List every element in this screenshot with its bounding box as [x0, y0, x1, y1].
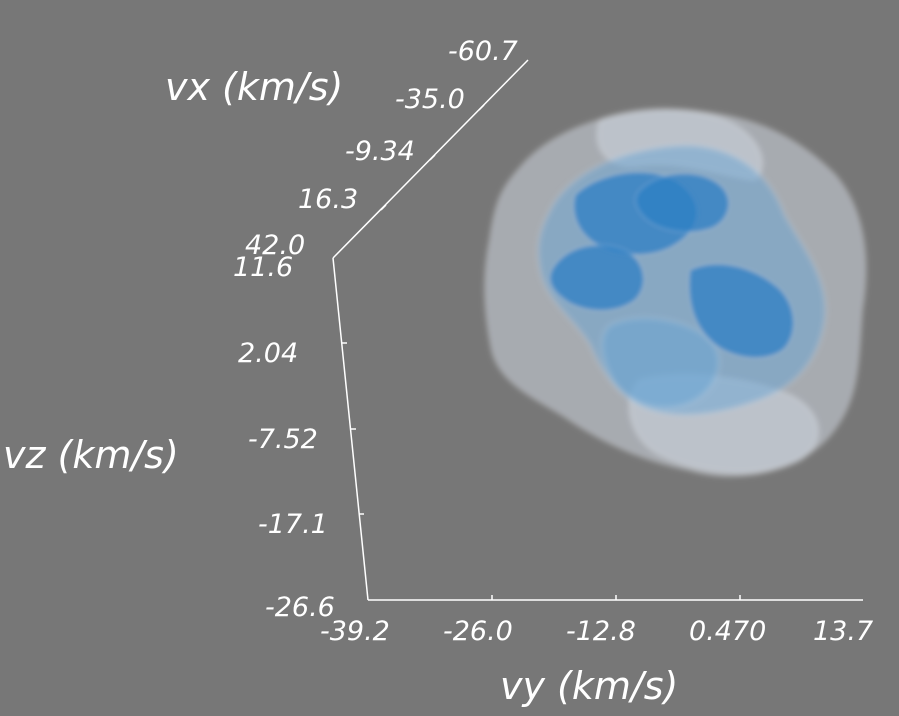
- inner-isosurface-core: [548, 171, 795, 359]
- vy-tick-label: -26.0: [443, 616, 513, 647]
- vz-axis-title: vz (km/s): [3, 433, 179, 477]
- inner-core-blob: [634, 172, 730, 234]
- vz-tick-label: -17.1: [258, 509, 328, 540]
- vz-tick-label: 2.04: [238, 338, 298, 369]
- vz-tick-label: 11.6: [233, 252, 293, 283]
- vx-axis-title: vx (km/s): [165, 65, 343, 109]
- isosurface-render: [484, 108, 867, 477]
- vx-tick-label: -60.7: [448, 36, 518, 67]
- vx-tick-mark: [429, 154, 436, 161]
- inner-core-blob: [688, 263, 795, 359]
- vx-tick-mark: [380, 204, 387, 211]
- middle-shell-lobe: [600, 316, 721, 410]
- vy-axis-ticks: -39.2 -26.0 -12.8 0.470 13.7: [320, 616, 873, 647]
- vz-axis-line: [332, 257, 369, 601]
- inner-core-blob: [548, 244, 645, 312]
- vy-axis-title: vy (km/s): [500, 664, 678, 708]
- vx-axis-ticks: -60.7 -35.0 -9.34 16.3 42.0: [245, 36, 518, 261]
- vz-tick-label: -26.6: [265, 592, 335, 623]
- vx-tick-label: 16.3: [298, 184, 358, 215]
- vx-tick-label: -35.0: [395, 84, 465, 115]
- vy-tick-label: 0.470: [689, 616, 766, 647]
- vz-axis-ticks: 11.6 2.04 -7.52 -17.1 -26.6: [233, 252, 335, 623]
- vz-tick-label: -7.52: [248, 424, 318, 455]
- vx-tick-mark: [478, 104, 485, 111]
- vy-tick-label: -39.2: [320, 616, 390, 647]
- vx-tick-label: -9.34: [345, 136, 415, 167]
- vx-tick-label: 42.0: [245, 230, 305, 261]
- vy-tick-label: -12.8: [566, 616, 636, 647]
- axes: [332, 59, 863, 601]
- vy-tick-label: 13.7: [813, 616, 873, 647]
